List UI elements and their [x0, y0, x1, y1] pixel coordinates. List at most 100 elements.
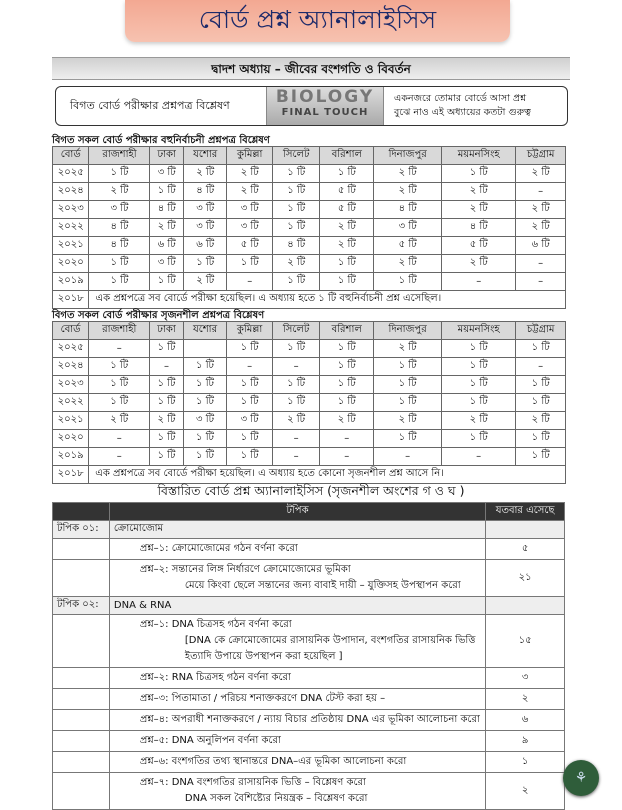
table-cell: ২ টি [441, 182, 517, 201]
table-cell: ৪ টি [88, 236, 151, 255]
table-cell [182, 339, 228, 358]
question-cell: প্রশ্ন–৭: DNA বংশগতির রাসায়নিক ভিত্তি –… [108, 772, 487, 810]
table-cell: – [88, 429, 151, 448]
question-text: প্রশ্ন–১: ক্রোমোজোমের গঠন বর্ণনা করো [139, 543, 298, 554]
year-cell: ২০১৮ [51, 290, 90, 309]
table-row: ২০২৫ ১ টি ৩ টি ২ টি ২ টি ১ টি ১ টি ২ টি ১ টি ২ টি [51, 164, 566, 183]
table-cell: – [441, 272, 517, 291]
table-cell: ১ টি [182, 393, 228, 412]
table-cell: – [271, 429, 321, 448]
table-row: ২০২৪ ১ টি –১ টি – –১ টি ১ টি ১ টি – [51, 357, 566, 376]
table-cell: ১ টি [440, 357, 517, 376]
table-cell: ৩ টি [88, 200, 151, 219]
table-cell: ৩ টি [182, 411, 228, 430]
table-cell: ২ টি [226, 164, 274, 183]
question-row: প্রশ্ন–১: ক্রোমোজোমের গঠন বর্ণনা করো ৫ [52, 538, 565, 560]
table-cell: ১ টি [226, 429, 273, 448]
table-cell: – [226, 272, 274, 291]
book-tree-icon[interactable]: ⚘ [563, 760, 599, 796]
column-header: ঢাকা [149, 146, 185, 165]
topic-header: টপিক [108, 502, 487, 521]
topic-name: ক্রোমোজোম [108, 520, 487, 539]
table-cell: ৫ টি [441, 236, 517, 255]
table-row: ২০২০ ১ টি ৩ টি ১ টি ১ টি ২ টি ১ টি ২ টি ২ টি – [51, 254, 566, 273]
table-cell: ১ টি [183, 254, 228, 273]
table-cell: ১ টি [149, 339, 184, 358]
table-cell: ২ টি [440, 411, 517, 430]
column-header: যশোর [183, 146, 228, 165]
column-header: রাজশাহী [88, 146, 151, 165]
table-row: ২০২৩ ৩ টি ৪ টি ৩ টি ৩ টি ১ টি ৫ টি ৪ টি ২ টি ২ টি [51, 200, 566, 219]
table-row: ২০২১ ২ টি ২ টি ৩ টি ৩ টি ২ টি ২ টি ২ টি ২ টি ২ টি [51, 411, 566, 430]
table-cell: – [149, 357, 184, 376]
table-cell: ১ টি [149, 182, 185, 201]
table-cell: ১ টি [226, 339, 273, 358]
table-cell: ২ টি [319, 411, 375, 430]
page-title-banner: বোর্ড প্রশ্ন অ্যানালাইসিস [125, 0, 510, 42]
table-cell: ২ টি [373, 254, 443, 273]
table-cell: ১ টি [149, 375, 184, 394]
table-cell: ২ টি [373, 164, 443, 183]
table-cell: ১ টি [149, 272, 185, 291]
table-cell: ৩ টি [373, 218, 443, 237]
table-cell: – [319, 429, 375, 448]
table-cell: ৬ টি [149, 236, 185, 255]
column-header: ঢাকা [149, 321, 184, 340]
question-text: প্রশ্ন–১: DNA চিত্রসহ গঠন বর্ণনা করো [139, 619, 292, 630]
table-cell: ১ টি [226, 447, 273, 466]
detail-table: টপিক যতবার এসেছে টপিক ০১: ক্রোমোজোম প্রশ্ন–১… [52, 502, 565, 810]
question-row: প্রশ্ন–৪: অপরাধী শনাক্তকরণে / ন্যায় বিচ… [52, 709, 565, 731]
table-cell: ১ টি [271, 339, 321, 358]
column-header: চট্টগ্রাম [515, 321, 566, 340]
table-cell: ২ টি [272, 254, 321, 273]
biology-logo: BIOLOGY FINAL TOUCH [266, 87, 384, 125]
table-cell: ১ টি [272, 218, 321, 237]
table-cell: – [515, 272, 566, 291]
cq-table: বোর্ড রাজশাহী ঢাকা যশোর কুমিল্লা সিলেট বরিশাল দ… [51, 321, 566, 484]
question-text: প্রশ্ন–৩: পিতামাতা / পরিচয় শনাক্তকরণে D… [139, 693, 386, 704]
question-count: ৬ [485, 709, 565, 731]
table-cell: ১ টি [515, 393, 566, 412]
table-cell: ২০২০ [51, 254, 90, 273]
table-cell: – [515, 254, 566, 273]
table-cell: ২ টি [373, 411, 442, 430]
table-cell: ১ টি [319, 357, 375, 376]
table-cell: ২ টি [88, 182, 151, 201]
question-count: ২ [485, 772, 565, 810]
table-cell: ১ টি [515, 375, 566, 394]
question-text: প্রশ্ন–৫: DNA অনুলিপন বর্ণনা করো [139, 735, 281, 746]
table-cell: ১ টি [226, 375, 273, 394]
table-cell: ১ টি [182, 447, 228, 466]
blank-cell [52, 751, 110, 773]
question-subtext: [DNA কে ক্রোমোজোমের রাসায়নিক উপাদান, বং… [184, 635, 476, 662]
question-cell: প্রশ্ন–৫: DNA অনুলিপন বর্ণনা করো [108, 730, 487, 752]
question-row: প্রশ্ন–১: DNA চিত্রসহ গঠন বর্ণনা করো [DNA… [52, 614, 565, 668]
table-cell: ১ টি [373, 272, 443, 291]
table-cell: ১ টি [373, 393, 442, 412]
question-text: প্রশ্ন–৬: বংশগতির তথ্য স্থানান্তরে DNA–এ… [139, 756, 407, 767]
table-cell: ১ টি [88, 164, 151, 183]
table-cell: ২ টি [183, 164, 228, 183]
table-cell: ৪ টি [149, 200, 185, 219]
table-cell: ৩ টি [183, 200, 228, 219]
blank-cell [52, 730, 110, 752]
year-cell: ২০১৮ [51, 465, 90, 484]
question-count: ১ [485, 751, 565, 773]
table-cell: ১ টি [440, 429, 517, 448]
column-header: চট্টগ্রাম [515, 146, 566, 165]
table-cell: ১ টি [88, 375, 151, 394]
column-header: বরিশাল [319, 146, 375, 165]
table-cell: ৫ টি [373, 236, 443, 255]
table-cell: ২ টি [149, 218, 185, 237]
table-cell: ২ টি [373, 182, 443, 201]
table-cell: ২০১৯ [51, 447, 90, 466]
table-cell: ১ টি [226, 393, 273, 412]
question-count: ৩ [485, 667, 565, 689]
question-cell: প্রশ্ন–৬: বংশগতির তথ্য স্থানান্তরে DNA–এ… [108, 751, 487, 773]
table-cell: ১ টি [515, 447, 566, 466]
table-cell: ৪ টি [441, 218, 517, 237]
table-cell: ১ টি [515, 429, 566, 448]
table-cell: – [515, 357, 566, 376]
table-cell: ১ টি [271, 375, 321, 394]
table-cell: – [226, 357, 273, 376]
